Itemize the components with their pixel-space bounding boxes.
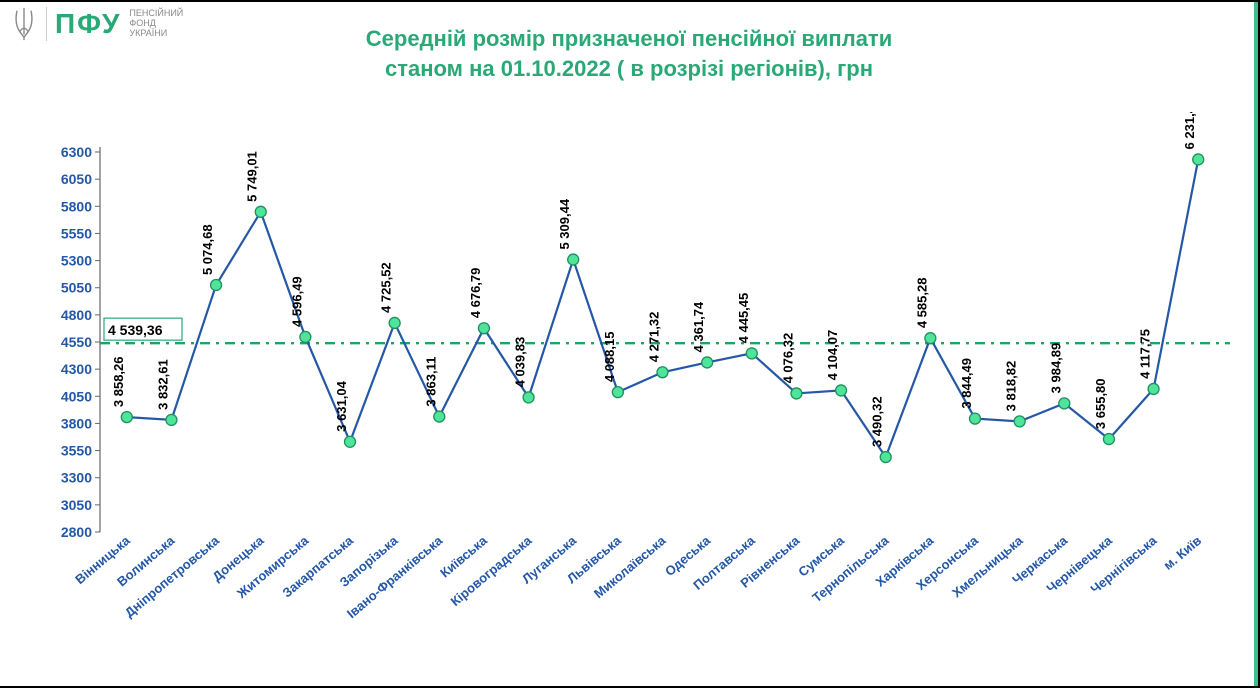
svg-text:5300: 5300 bbox=[61, 253, 92, 269]
svg-text:4 585,28: 4 585,28 bbox=[914, 278, 929, 329]
svg-text:5 074,68: 5 074,68 bbox=[200, 224, 215, 275]
svg-text:3550: 3550 bbox=[61, 443, 92, 459]
svg-text:3 844,49: 3 844,49 bbox=[959, 358, 974, 409]
svg-text:4 039,83: 4 039,83 bbox=[513, 337, 528, 388]
svg-text:5 749,01: 5 749,01 bbox=[245, 151, 260, 202]
svg-text:4 361,74: 4 361,74 bbox=[691, 301, 706, 352]
chart-svg: 2800 3050 3300 3550 3800 4050 4300 4550 4800 5050… bbox=[40, 112, 1240, 672]
svg-text:4 271,32: 4 271,32 bbox=[647, 312, 662, 363]
svg-text:3800: 3800 bbox=[61, 415, 92, 431]
svg-text:4 104,07: 4 104,07 bbox=[825, 330, 840, 381]
svg-text:3 984,89: 3 984,89 bbox=[1048, 343, 1063, 394]
chart-title: Середній розмір призначеної пенсійної ви… bbox=[0, 24, 1258, 83]
svg-text:4 117,75: 4 117,75 bbox=[1138, 329, 1153, 379]
svg-text:4800: 4800 bbox=[61, 307, 92, 323]
svg-text:4050: 4050 bbox=[61, 388, 92, 404]
svg-text:4 596,49: 4 596,49 bbox=[289, 276, 304, 327]
svg-text:3 490,32: 3 490,32 bbox=[870, 396, 885, 447]
svg-text:5550: 5550 bbox=[61, 225, 92, 241]
svg-text:6050: 6050 bbox=[61, 171, 92, 187]
svg-text:3 655,80: 3 655,80 bbox=[1093, 378, 1108, 429]
svg-text:Кіровоградська: Кіровоградська bbox=[448, 532, 535, 609]
svg-text:3050: 3050 bbox=[61, 497, 92, 513]
svg-text:4300: 4300 bbox=[61, 361, 92, 377]
title-line-2: станом на 01.10.2022 ( в розрізі регіоні… bbox=[0, 54, 1258, 84]
svg-text:4 088,15: 4 088,15 bbox=[602, 332, 617, 383]
svg-text:4 445,45: 4 445,45 bbox=[736, 293, 751, 344]
svg-text:5050: 5050 bbox=[61, 280, 92, 296]
svg-text:м. Київ: м. Київ bbox=[1160, 533, 1204, 573]
page: ПФУ ПЕНСІЙНИЙ ФОНД УКРАЇНИ Середній розм… bbox=[0, 0, 1260, 688]
title-line-1: Середній розмір призначеної пенсійної ви… bbox=[0, 24, 1258, 54]
svg-text:6300: 6300 bbox=[61, 144, 92, 160]
svg-text:4 539,36: 4 539,36 bbox=[108, 322, 163, 338]
svg-text:3300: 3300 bbox=[61, 470, 92, 486]
svg-text:3 858,26: 3 858,26 bbox=[111, 356, 126, 407]
accent-bar bbox=[1254, 2, 1258, 686]
svg-text:4 676,79: 4 676,79 bbox=[468, 268, 483, 319]
svg-text:3 832,61: 3 832,61 bbox=[155, 359, 170, 410]
svg-text:5800: 5800 bbox=[61, 198, 92, 214]
svg-text:Тернопільська: Тернопільська bbox=[809, 532, 892, 605]
svg-text:4550: 4550 bbox=[61, 334, 92, 350]
svg-text:2800: 2800 bbox=[61, 524, 92, 540]
svg-text:6 231,49: 6 231,49 bbox=[1182, 112, 1197, 149]
svg-text:3 818,82: 3 818,82 bbox=[1004, 361, 1019, 412]
svg-text:3 863,11: 3 863,11 bbox=[423, 357, 438, 407]
svg-text:5 309,44: 5 309,44 bbox=[557, 198, 572, 249]
svg-text:3 631,04: 3 631,04 bbox=[334, 380, 349, 431]
svg-text:4 725,52: 4 725,52 bbox=[379, 262, 394, 313]
svg-text:4 076,32: 4 076,32 bbox=[780, 333, 795, 384]
chart: 2800 3050 3300 3550 3800 4050 4300 4550 4800 5050… bbox=[40, 112, 1240, 672]
